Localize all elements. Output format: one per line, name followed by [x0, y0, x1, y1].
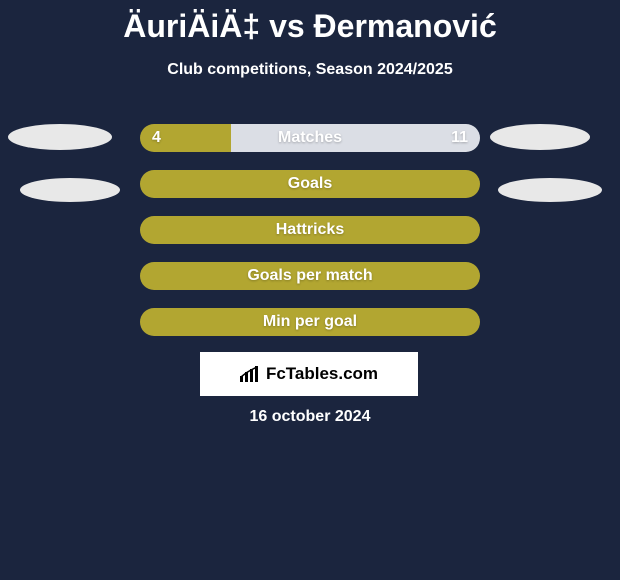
- footer-branding: FcTables.com: [200, 352, 418, 396]
- stat-bar-label: Matches: [140, 124, 480, 152]
- page-subtitle: Club competitions, Season 2024/2025: [0, 61, 620, 79]
- stat-bar: Hattricks: [140, 216, 480, 244]
- stat-bar: Min per goal: [140, 308, 480, 336]
- team-placeholder-right_bot: [498, 178, 602, 202]
- team-placeholder-left_top: [8, 124, 112, 150]
- team-placeholder-right_top: [490, 124, 590, 150]
- stat-bar-left-value: 4: [152, 124, 161, 152]
- page-title: ÄuriÄiÄ‡ vs Đermanović: [0, 0, 620, 45]
- stat-bar: Goals per match: [140, 262, 480, 290]
- stat-bar-label: Hattricks: [140, 216, 480, 244]
- footer-label: FcTables.com: [266, 364, 378, 384]
- stat-bar-label: Goals per match: [140, 262, 480, 290]
- comparison-bars: Matches4 11 Goals Hattricks Goals per match M…: [140, 124, 480, 354]
- fctables-icon: [240, 366, 260, 382]
- stat-bar-label: Goals: [140, 170, 480, 198]
- stat-bar-right-value: 11: [451, 124, 468, 152]
- stat-bar: Goals: [140, 170, 480, 198]
- stat-bar: Matches4 11: [140, 124, 480, 152]
- date-label: 16 october 2024: [0, 408, 620, 426]
- team-placeholder-left_bot: [20, 178, 120, 202]
- stat-bar-label: Min per goal: [140, 308, 480, 336]
